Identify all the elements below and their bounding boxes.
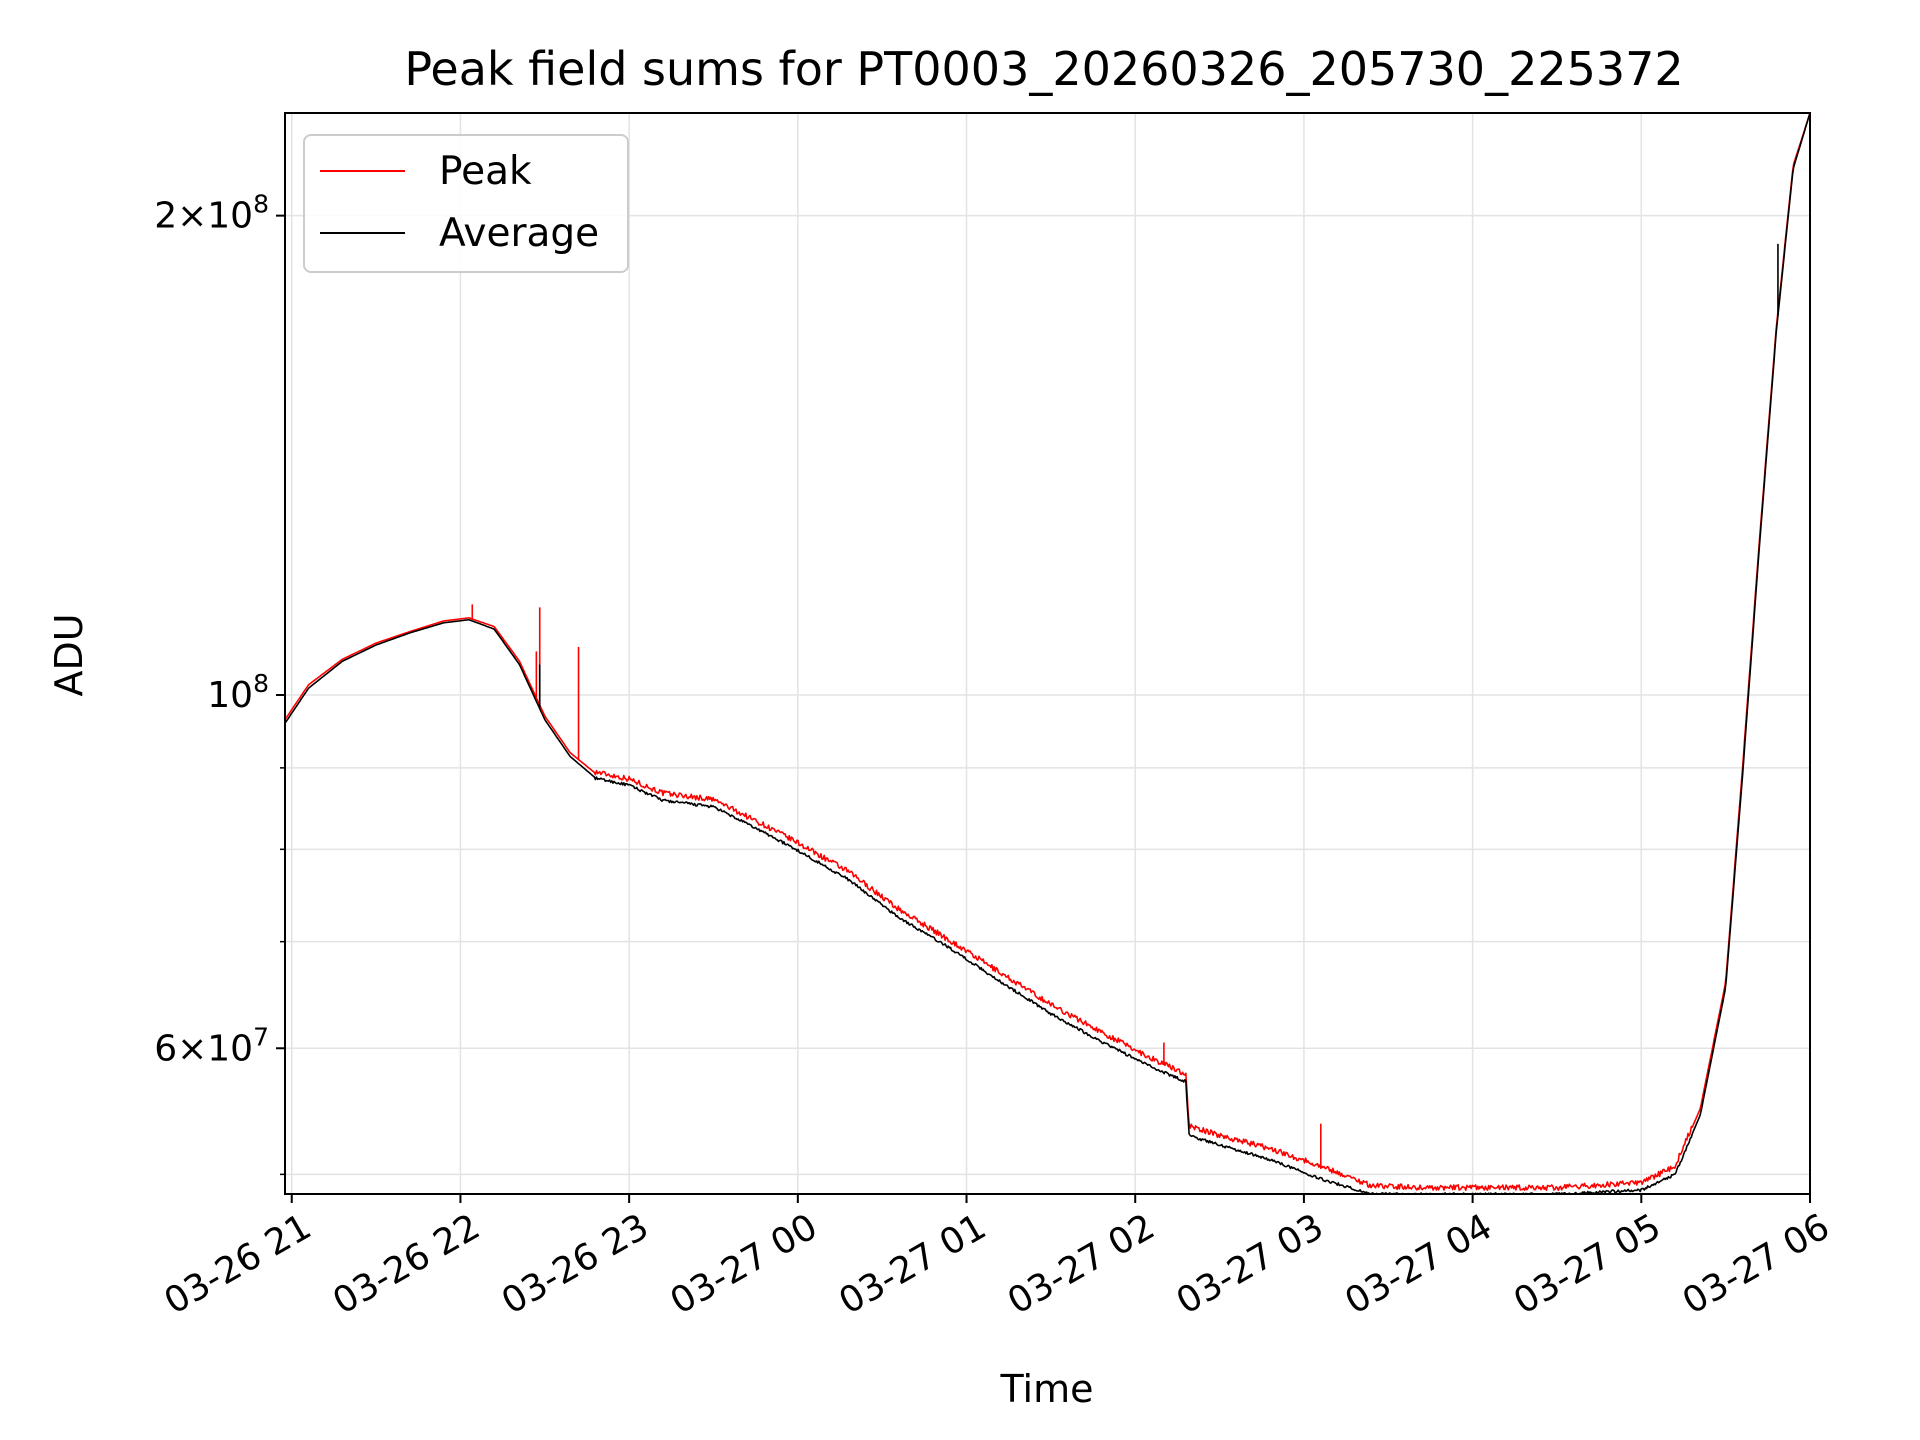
legend-label-peak: Peak	[439, 149, 532, 194]
y-tick-label: 6×107	[154, 1022, 269, 1069]
y-axis-label: ADU	[47, 613, 91, 696]
y-tick-label: 108	[207, 669, 269, 716]
grid	[285, 113, 1811, 1194]
y-tick-label: 2×108	[154, 190, 269, 237]
x-axis-label: Time	[1000, 1367, 1094, 1411]
legend-label-average: Average	[439, 211, 599, 256]
legend: Peak Average	[303, 134, 629, 273]
legend-box	[303, 134, 629, 273]
chart-title: Peak field sums for PT0003_20260326_2057…	[404, 42, 1683, 96]
plot-frame	[284, 112, 1811, 1195]
y-axis: 6×107 108 2×108	[154, 190, 285, 1176]
